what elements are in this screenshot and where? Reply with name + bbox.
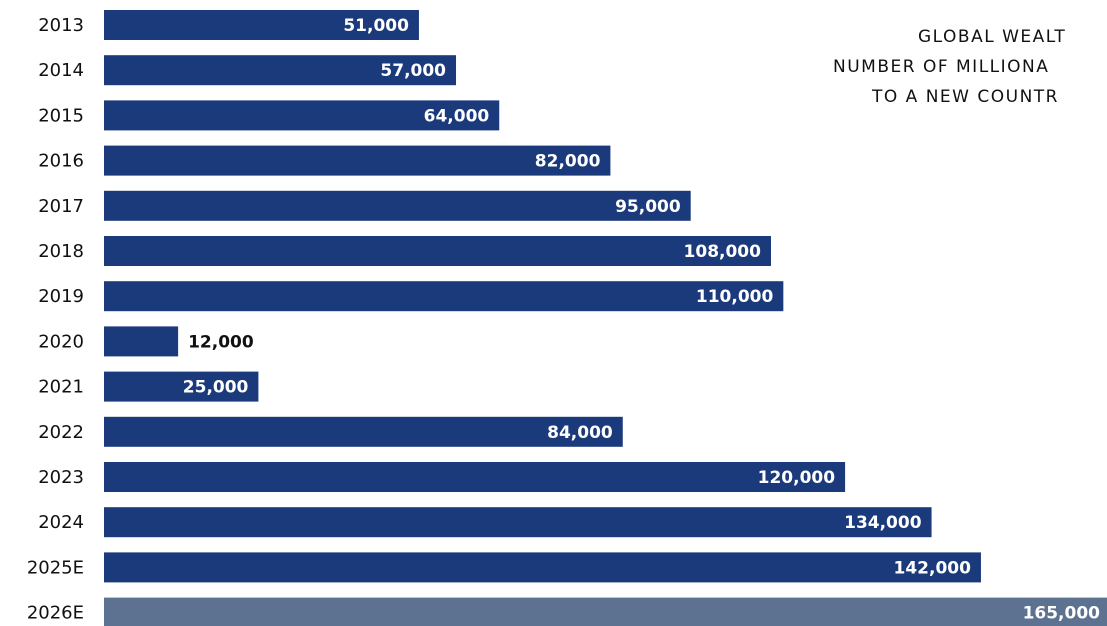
value-label: 84,000 xyxy=(547,423,613,443)
value-label: 64,000 xyxy=(424,106,490,126)
y-tick-label: 2022 xyxy=(38,422,84,443)
y-tick-label: 2026E xyxy=(27,603,84,624)
y-tick-label: 2025E xyxy=(27,557,84,578)
bar xyxy=(104,507,932,538)
bar xyxy=(104,100,500,131)
bar xyxy=(104,552,981,583)
chart-title: GLOBAL WEALT xyxy=(918,27,1066,47)
value-label: 25,000 xyxy=(183,378,249,398)
value-label: 12,000 xyxy=(188,332,254,352)
y-tick-label: 2017 xyxy=(38,196,84,217)
value-label: 142,000 xyxy=(894,558,972,578)
bar xyxy=(104,190,691,221)
chart-title: TO A NEW COUNTR xyxy=(871,87,1059,107)
value-label: 120,000 xyxy=(758,468,836,488)
value-label: 108,000 xyxy=(684,242,762,262)
value-label: 165,000 xyxy=(1023,604,1101,624)
y-tick-label: 2023 xyxy=(38,467,84,488)
bar xyxy=(104,10,419,40)
value-label: 82,000 xyxy=(535,152,601,172)
chart-title: NUMBER OF MILLIONA xyxy=(833,57,1049,77)
y-tick-label: 2013 xyxy=(38,15,84,36)
bar xyxy=(104,55,457,86)
bar xyxy=(104,597,1107,626)
y-tick-label: 2020 xyxy=(38,331,84,352)
value-label: 134,000 xyxy=(844,513,922,533)
value-label: 51,000 xyxy=(343,16,409,36)
bar xyxy=(104,236,771,266)
bar xyxy=(104,145,611,176)
bar xyxy=(104,371,259,402)
y-tick-label: 2024 xyxy=(38,512,84,533)
bar xyxy=(104,326,179,357)
y-tick-label: 2014 xyxy=(38,60,84,81)
y-tick-label: 2016 xyxy=(38,151,84,172)
value-label: 110,000 xyxy=(696,287,774,307)
bar xyxy=(104,281,784,312)
y-tick-label: 2021 xyxy=(38,377,84,398)
y-tick-label: 2018 xyxy=(38,241,84,262)
value-label: 57,000 xyxy=(380,61,446,81)
bar xyxy=(104,416,623,447)
value-label: 95,000 xyxy=(615,197,681,217)
y-tick-label: 2015 xyxy=(38,105,84,126)
y-tick-label: 2019 xyxy=(38,286,84,307)
bar xyxy=(104,462,846,492)
